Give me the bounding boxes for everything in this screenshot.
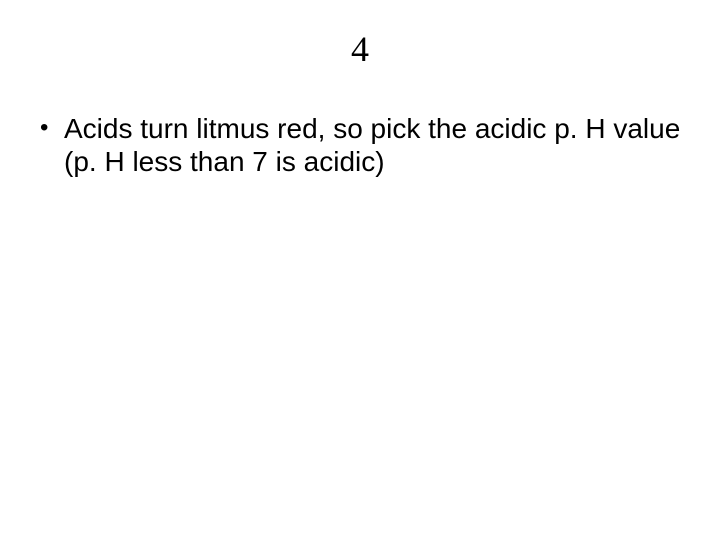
slide: 4 Acids turn litmus red, so pick the aci… — [0, 0, 720, 540]
bullet-item: Acids turn litmus red, so pick the acidi… — [36, 112, 684, 178]
slide-number-title: 4 — [0, 0, 720, 70]
bullet-list: Acids turn litmus red, so pick the acidi… — [36, 112, 684, 178]
slide-body: Acids turn litmus red, so pick the acidi… — [0, 70, 720, 178]
